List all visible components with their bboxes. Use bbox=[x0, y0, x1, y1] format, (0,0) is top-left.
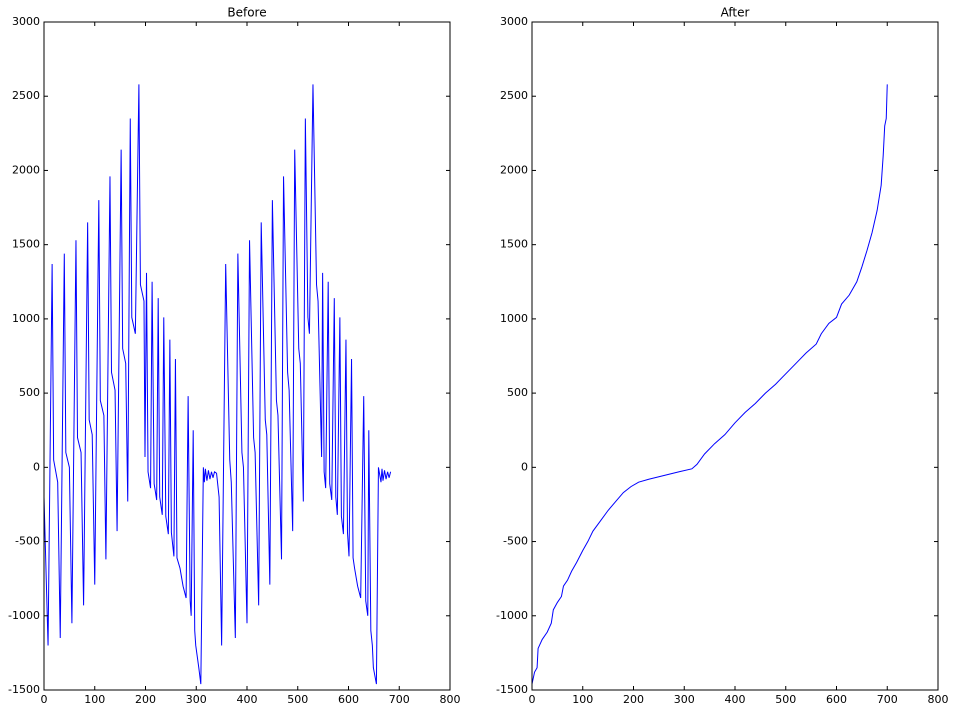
x-tick-label: 800 bbox=[440, 693, 461, 706]
x-tick-label: 600 bbox=[826, 693, 847, 706]
x-tick-label: 400 bbox=[725, 693, 746, 706]
x-tick-label: 200 bbox=[623, 693, 644, 706]
x-tick-label: 100 bbox=[84, 693, 105, 706]
data-line bbox=[43, 84, 392, 685]
data-line bbox=[531, 84, 888, 685]
subplot-title: After bbox=[721, 6, 750, 20]
y-tick-label: -1000 bbox=[8, 609, 40, 622]
y-tick-label: 1000 bbox=[500, 312, 528, 325]
x-tick-label: 200 bbox=[135, 693, 156, 706]
y-tick-label: 0 bbox=[33, 460, 40, 473]
subplot-title: Before bbox=[227, 6, 266, 20]
y-tick-label: 3000 bbox=[500, 15, 528, 28]
y-tick-label: 1500 bbox=[12, 238, 40, 251]
x-tick-label: 0 bbox=[41, 693, 48, 706]
x-tick-label: 800 bbox=[928, 693, 949, 706]
x-tick-label: 0 bbox=[529, 693, 536, 706]
y-tick-label: -1000 bbox=[496, 609, 528, 622]
y-tick-label: 2500 bbox=[500, 89, 528, 102]
axes-frame bbox=[531, 21, 939, 691]
y-tick-label: 500 bbox=[19, 386, 40, 399]
x-tick-label: 300 bbox=[186, 693, 207, 706]
x-tick-label: 600 bbox=[338, 693, 359, 706]
y-tick-label: 500 bbox=[507, 386, 528, 399]
x-tick-label: 500 bbox=[287, 693, 308, 706]
y-tick-label: 0 bbox=[521, 460, 528, 473]
y-tick-label: -1500 bbox=[8, 683, 40, 696]
x-tick-label: 300 bbox=[674, 693, 695, 706]
x-tick-label: 700 bbox=[389, 693, 410, 706]
y-tick-label: -500 bbox=[15, 535, 40, 548]
x-tick-label: 500 bbox=[775, 693, 796, 706]
y-tick-label: 1500 bbox=[500, 238, 528, 251]
x-tick-label: 100 bbox=[572, 693, 593, 706]
y-tick-label: -1500 bbox=[496, 683, 528, 696]
y-tick-label: 3000 bbox=[12, 15, 40, 28]
y-tick-label: 1000 bbox=[12, 312, 40, 325]
x-tick-label: 700 bbox=[877, 693, 898, 706]
y-tick-label: 2000 bbox=[500, 163, 528, 176]
y-tick-label: 2000 bbox=[12, 163, 40, 176]
x-tick-label: 400 bbox=[237, 693, 258, 706]
y-tick-label: 2500 bbox=[12, 89, 40, 102]
y-tick-label: -500 bbox=[503, 535, 528, 548]
